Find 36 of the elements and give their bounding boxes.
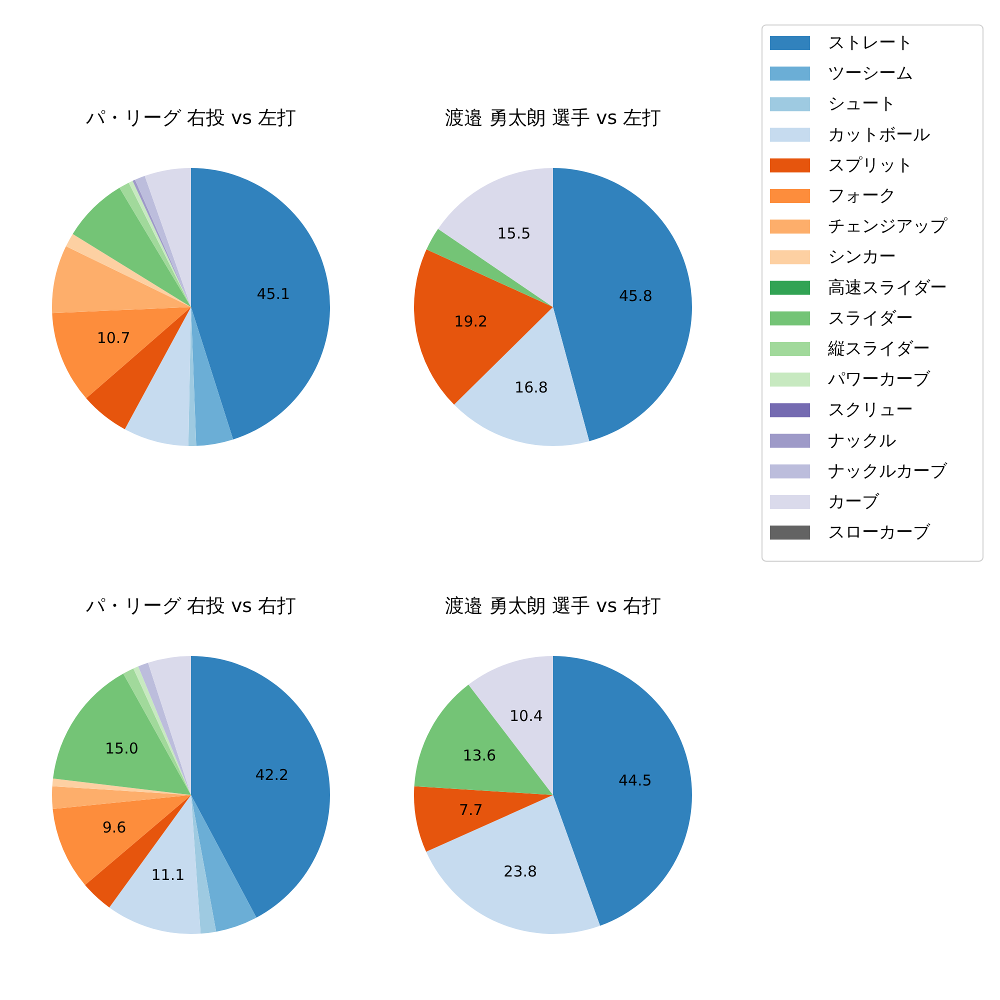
legend-label: スプリット [828,155,913,176]
legend-label: カットボール [828,124,930,145]
data-label: 15.0 [105,740,138,758]
data-label: 9.6 [102,818,126,837]
chart-title: 渡邉 勇太朗 選手 vs 左打 [444,107,662,129]
legend-label: パワーカーブ [827,370,931,390]
legend-label: ツーシーム [828,64,913,84]
legend-label: 縦スライダー [827,339,930,359]
data-label: 11.1 [151,866,185,884]
data-label: 16.8 [514,378,548,397]
data-label: 23.8 [504,862,538,881]
legend-label: カーブ [828,492,880,512]
legend-label: ストレート [828,33,913,53]
text: パ・リーグ 右投 vs 左打 [84,107,296,129]
legend-label: ナックルカーブ [828,461,948,482]
chart-title: パ・リーグ 右投 vs 右打 [84,595,296,617]
legend-label: チェンジアップ [828,216,948,237]
data-label: 19.2 [454,312,488,331]
data-label: 13.6 [462,746,496,765]
legend-label: スローカーブ [828,522,931,543]
data-label: 44.5 [618,772,652,790]
data-label: 45.1 [256,285,290,304]
data-label: 10.7 [96,328,130,347]
legend-label: シュート [828,94,896,114]
data-label: 7.7 [459,800,483,819]
legend-label: 高速スライダー [828,278,947,298]
data-label: 45.8 [618,287,652,306]
data-label: 15.5 [497,224,531,242]
data-label: 10.4 [510,707,543,726]
legend-label: シンカー [828,247,896,268]
chart-title: 渡邉 勇太朗 選手 vs 右打 [444,595,662,617]
legend-label: スクリュー [828,400,913,420]
data-label: 42.2 [255,766,289,784]
legend-label: ナックル [828,430,896,451]
legend-label: スライダー [828,308,913,328]
legend-label: フォーク [828,186,896,206]
